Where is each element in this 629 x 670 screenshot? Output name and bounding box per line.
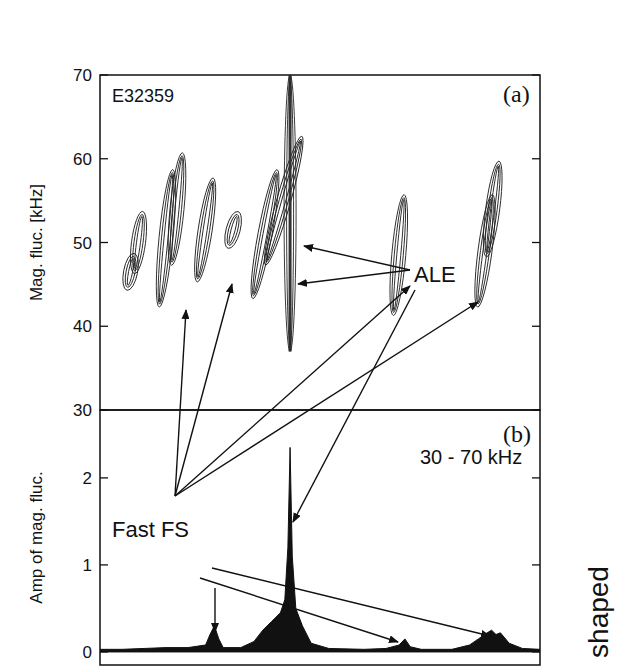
y-tick-label: 30	[73, 401, 92, 420]
y-axis-title: Amp of mag. fluc.	[27, 471, 46, 603]
arrow	[200, 578, 398, 642]
contour-line	[252, 174, 278, 294]
ale-line	[284, 75, 296, 351]
band-label: 30 - 70 kHz	[420, 446, 522, 468]
panel-label: (a)	[503, 81, 530, 107]
y-tick-right	[532, 242, 540, 243]
y-tick-right	[532, 564, 540, 565]
arrow	[175, 302, 478, 496]
y-tick-label: 70	[73, 66, 92, 85]
contour-line	[165, 152, 190, 266]
ale-core	[289, 75, 292, 351]
burst	[190, 177, 220, 283]
y-tick-right	[532, 326, 540, 327]
shot-number: E32359	[112, 86, 174, 106]
contour-line	[130, 214, 146, 271]
contour-line	[196, 183, 214, 278]
y-tick	[100, 74, 108, 75]
contour-line	[133, 216, 144, 269]
y-tick-label: 40	[73, 317, 92, 336]
y-tick-label: 2	[83, 469, 92, 488]
panel-label: (b)	[503, 421, 531, 447]
arrow	[212, 568, 490, 636]
y-tick-right	[532, 477, 540, 478]
contour-line	[479, 160, 505, 257]
contour-line	[485, 166, 500, 252]
contour-line	[228, 216, 239, 244]
y-tick-right	[532, 158, 540, 159]
arrow	[175, 310, 186, 496]
frame	[100, 75, 540, 410]
amplitude-trace	[100, 447, 540, 652]
ale-label: ALE	[414, 262, 456, 287]
burst	[386, 194, 411, 316]
contour-line	[127, 211, 149, 275]
burst	[165, 152, 190, 266]
arrow	[214, 588, 215, 632]
frame	[100, 410, 540, 665]
contour-line	[392, 199, 406, 310]
arrow	[298, 270, 410, 284]
y-tick-label: 0	[83, 643, 92, 662]
contour-line	[155, 172, 177, 304]
y-tick-label: 50	[73, 234, 92, 253]
y-tick	[100, 477, 108, 478]
arrow	[293, 290, 415, 522]
side-label: shaped	[583, 566, 614, 658]
y-tick-label: 1	[83, 556, 92, 575]
y-tick	[100, 158, 108, 159]
figure: 30 40 50 60 70 Mag. fluc. [kHz] E32359 (a) 0 1 2 Am…	[0, 0, 629, 670]
burst	[222, 210, 245, 250]
burst	[127, 211, 149, 275]
y-tick	[100, 242, 108, 243]
arrow	[175, 286, 410, 496]
y-tick	[100, 326, 108, 327]
contour-line	[167, 155, 186, 262]
y-tick-label: 60	[73, 150, 92, 169]
arrow	[304, 246, 410, 270]
burst	[479, 160, 505, 257]
y-tick	[100, 564, 108, 565]
contour-line	[386, 194, 411, 316]
trace-group	[100, 447, 540, 652]
contour-line	[193, 180, 217, 279]
y-tick-right	[532, 74, 540, 75]
contour-group	[120, 75, 506, 351]
contour-line	[225, 213, 242, 246]
fast-fs-label: Fast FS	[112, 517, 189, 542]
contour-line	[170, 158, 184, 261]
contour-line	[482, 164, 503, 255]
ale-contour	[284, 75, 296, 351]
ale-contour	[287, 81, 294, 345]
contour-line	[222, 210, 245, 250]
contour-line	[190, 177, 220, 283]
y-axis-title: Mag. fluc. [kHz]	[27, 184, 46, 301]
